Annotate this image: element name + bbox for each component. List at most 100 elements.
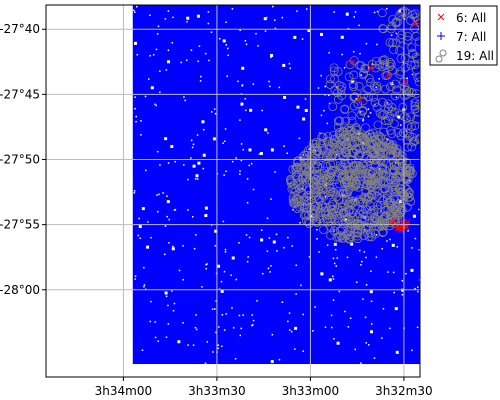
series-19-point — [404, 192, 414, 202]
series-7-gap — [386, 240, 388, 242]
series-19-point — [400, 7, 410, 17]
series-7-gap — [312, 330, 314, 332]
series-19-point — [387, 107, 397, 117]
series-7-gap — [283, 246, 285, 249]
series-7-gap — [263, 17, 267, 21]
series-7-gap — [191, 216, 194, 218]
series-7-gap — [407, 230, 409, 232]
series-19-point — [379, 109, 389, 119]
series-7-gap — [242, 148, 244, 151]
series-19-point — [392, 144, 402, 154]
series-7-gap — [295, 264, 297, 267]
series-6-point — [357, 97, 363, 103]
series-19-point — [371, 180, 381, 190]
series-7-gap — [156, 33, 159, 35]
series-7-gap — [207, 22, 210, 25]
series-19-point — [291, 165, 301, 174]
series-19-point — [289, 180, 299, 190]
series-7-gap — [134, 11, 136, 13]
series-7-gap — [225, 313, 227, 315]
series-19-point — [357, 214, 366, 224]
series-19-point — [329, 66, 339, 76]
series-19-point — [385, 62, 395, 71]
series-19-point — [375, 108, 385, 118]
series-7-gap — [223, 270, 226, 273]
series-7-gap — [333, 242, 337, 246]
series-7-gap — [192, 344, 195, 346]
series-7-gap — [411, 349, 413, 352]
series-7-gap — [365, 42, 368, 45]
series-7-gap — [397, 115, 401, 119]
x-tick-label: 3h33m30 — [188, 384, 245, 398]
series-7-gap — [173, 209, 176, 211]
series-19-point — [333, 122, 343, 132]
series-7-gap — [332, 278, 335, 280]
series-19-point — [407, 43, 417, 52]
series-7-gap — [270, 265, 272, 267]
series-7-gap — [245, 234, 248, 236]
series-7-gap — [316, 238, 318, 240]
legend[interactable]: 6: All 7: All 19: All — [429, 5, 498, 66]
legend-item-19[interactable]: 19: All — [435, 49, 494, 63]
series-19-point — [410, 101, 420, 111]
series-19-point — [308, 139, 318, 149]
series-7-gap — [152, 54, 155, 56]
series-7-gap — [326, 244, 329, 246]
series-19-point — [367, 59, 377, 69]
legend-item-6[interactable]: 6: All — [437, 11, 486, 25]
series-7-gap — [349, 317, 352, 319]
series-7-gap — [353, 16, 355, 18]
series-7-gap — [138, 217, 140, 220]
series-7-gap — [307, 29, 311, 33]
series-19-point — [342, 214, 352, 224]
series-19-point — [389, 161, 399, 171]
series-7-gap — [214, 112, 217, 115]
series-7-gap — [255, 32, 257, 35]
series-7-gap — [214, 229, 218, 233]
series-19-point — [344, 168, 354, 178]
y-tick-label: -27°45 — [0, 87, 40, 101]
series-7-gap — [149, 54, 151, 57]
series-7-gap — [292, 209, 294, 211]
series-19-point — [327, 152, 336, 162]
series-19-point — [310, 206, 320, 216]
series-7-gap — [225, 170, 227, 173]
series-19-point — [367, 175, 376, 185]
series-19-point — [330, 139, 340, 149]
legend-item-7[interactable]: 7: All — [437, 30, 486, 44]
series-7-gap — [335, 154, 338, 156]
series-19-point — [337, 162, 347, 172]
series-7-gap — [273, 19, 276, 21]
series-7-gap — [224, 128, 227, 130]
series-19-point — [313, 162, 322, 172]
series-6-markers — [349, 21, 418, 234]
series-7-gap — [150, 86, 154, 90]
series-19-point — [387, 21, 397, 31]
series-19-point — [362, 153, 372, 163]
series-19-point — [368, 139, 377, 149]
series-19-point — [335, 143, 345, 153]
series-6-point — [385, 72, 391, 78]
series-19-point — [406, 60, 416, 70]
series-7-gap — [171, 42, 174, 44]
series-7-gap — [391, 243, 395, 247]
series-7-gap — [378, 77, 380, 80]
series-7-gap — [266, 217, 269, 220]
series-19-point — [398, 102, 408, 112]
series-19-point — [388, 166, 398, 176]
series-19-point — [380, 55, 390, 65]
series-7-gap — [238, 314, 241, 317]
series-19-point — [361, 204, 371, 214]
series-7-gap — [320, 74, 322, 77]
series-7-gap — [239, 173, 241, 175]
series-7-gap — [187, 178, 189, 181]
series-7-gap — [396, 246, 399, 248]
series-7-gap — [274, 27, 277, 30]
series-7-gap — [301, 187, 303, 189]
series-19-point — [387, 185, 397, 195]
series-7-gap — [234, 358, 237, 360]
series-7-gap — [168, 218, 170, 221]
series-19-point — [329, 144, 339, 154]
series-19-point — [387, 142, 397, 152]
plus-marker-icon — [437, 32, 445, 40]
